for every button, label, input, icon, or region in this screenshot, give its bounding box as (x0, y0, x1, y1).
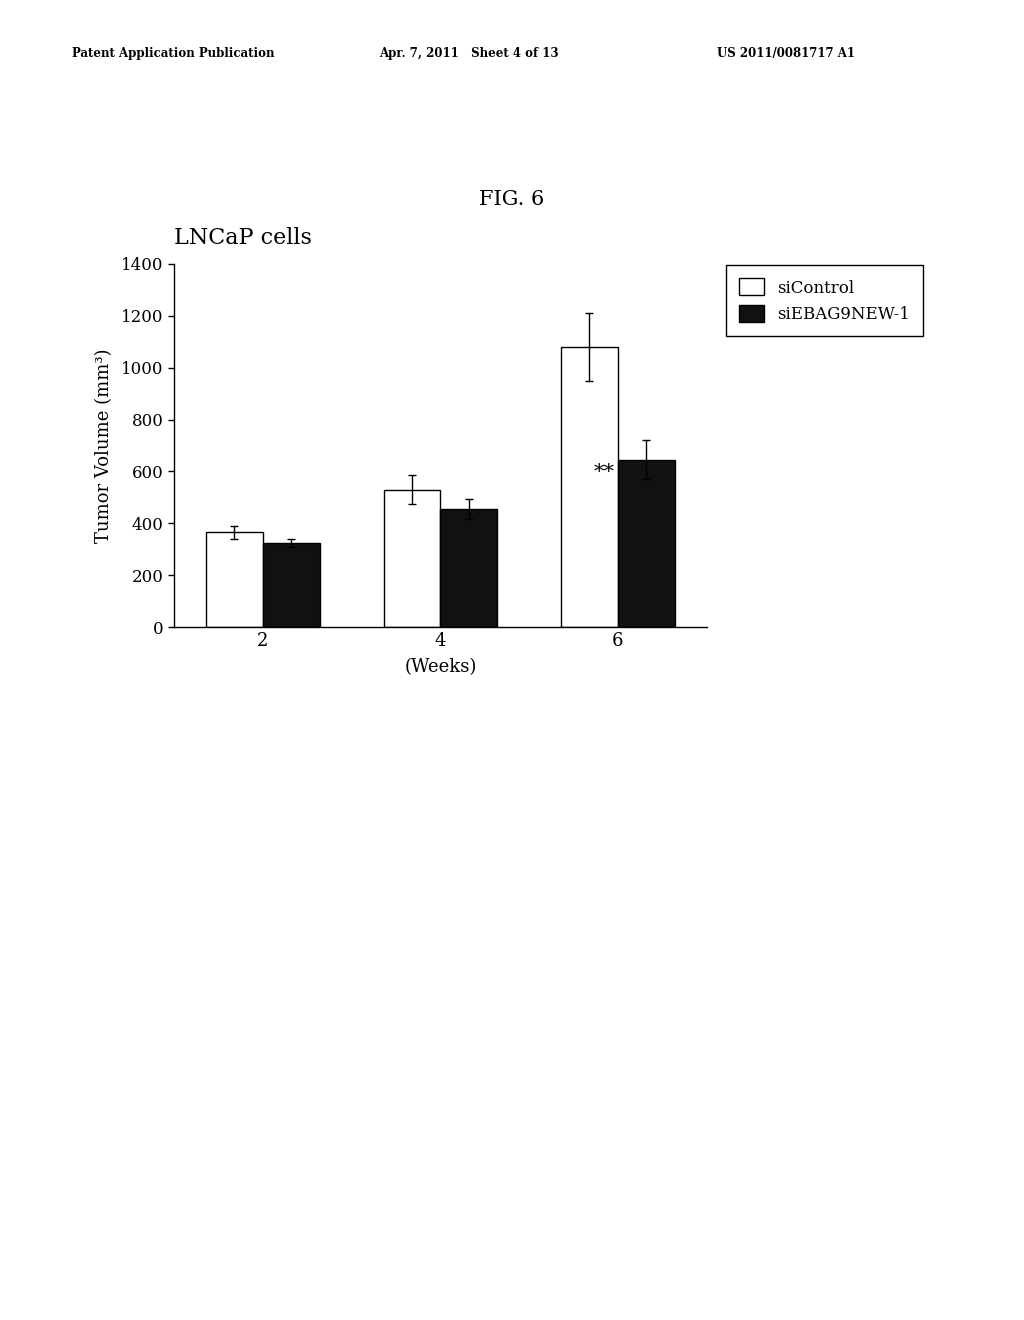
Text: LNCaP cells: LNCaP cells (174, 227, 312, 249)
Text: Patent Application Publication: Patent Application Publication (72, 46, 274, 59)
Bar (617, 459, 675, 627)
Y-axis label: Tumor Volume (mm³): Tumor Volume (mm³) (95, 348, 113, 543)
Text: **: ** (593, 463, 614, 482)
X-axis label: (Weeks): (Weeks) (404, 659, 476, 676)
Text: US 2011/0081717 A1: US 2011/0081717 A1 (717, 46, 855, 59)
Bar (206, 532, 263, 627)
Bar (440, 510, 497, 627)
Text: FIG. 6: FIG. 6 (479, 190, 545, 209)
Legend: siControl, siEBAG9NEW-1: siControl, siEBAG9NEW-1 (726, 265, 924, 337)
Bar (384, 490, 440, 627)
Text: Apr. 7, 2011   Sheet 4 of 13: Apr. 7, 2011 Sheet 4 of 13 (379, 46, 558, 59)
Bar (561, 347, 617, 627)
Bar (263, 543, 319, 627)
